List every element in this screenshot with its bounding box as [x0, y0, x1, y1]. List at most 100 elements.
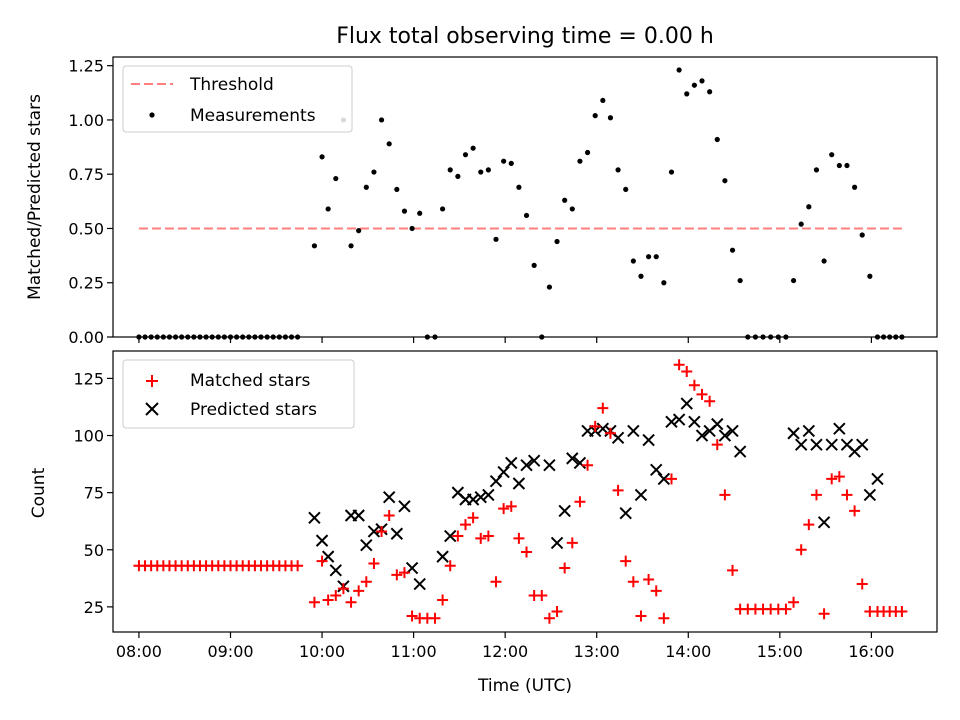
matched-star-marker: [406, 610, 418, 622]
measurement-point: [264, 334, 270, 340]
matched-star-marker: [665, 473, 677, 485]
legend-predicted-label: Predicted stars: [190, 400, 317, 420]
measurement-point: [874, 334, 881, 340]
predicted-star-marker: [512, 477, 526, 490]
measurement-point: [252, 334, 258, 340]
measurement-point: [668, 169, 675, 175]
matched-star-marker: [582, 459, 594, 471]
matched-star-marker: [330, 589, 342, 601]
measurement-point: [707, 89, 713, 95]
matched-star-marker: [635, 610, 647, 622]
matched-star-marker: [505, 500, 517, 512]
measurement-point: [887, 334, 893, 340]
matched-star-marker: [444, 560, 456, 572]
y-tick-label: 125: [73, 369, 104, 388]
measurement-point: [783, 334, 789, 340]
matched-star-marker: [704, 395, 716, 407]
measurement-point: [501, 158, 507, 164]
matched-star-marker: [696, 388, 708, 400]
measurement-point: [691, 82, 697, 88]
predicted-star-marker: [650, 463, 663, 477]
measurement-point: [197, 334, 203, 340]
x-tick-label: 14:00: [665, 642, 711, 661]
matched-star-marker: [513, 532, 525, 544]
measurement-point: [282, 334, 289, 340]
measurement-point: [227, 334, 234, 340]
measurement-point: [539, 334, 545, 340]
measurement-point: [893, 334, 899, 340]
measurement-point: [508, 160, 514, 166]
matched-star-marker: [536, 589, 548, 601]
measurement-point: [584, 149, 591, 156]
x-tick-label: 11:00: [391, 642, 437, 661]
legend-measurements-label: Measurements: [190, 106, 316, 126]
x-tick-label: 09:00: [207, 642, 253, 661]
matched-star-marker: [826, 473, 838, 485]
measurement-point: [478, 169, 484, 175]
matched-star-marker: [896, 605, 908, 617]
predicted-star-marker: [398, 500, 411, 513]
measurement-point: [447, 167, 453, 173]
matched-star-marker: [498, 503, 510, 515]
predicted-star-marker: [695, 429, 709, 442]
matched-star-marker: [849, 505, 861, 517]
predicted-star-marker: [680, 397, 693, 410]
measurement-point: [215, 334, 221, 340]
bottom-panel-counts: 25 50 75 100 125 08:00 09:00 10:00 11:00 12:00 13:…: [73, 350, 938, 661]
predicted-star-marker: [863, 488, 877, 502]
predicted-star-marker: [413, 577, 426, 591]
measurement-point: [592, 113, 598, 119]
matched-star-marker: [841, 489, 853, 501]
measurement-point: [470, 145, 476, 151]
matched-star-marker: [780, 603, 792, 615]
measurement-point: [638, 273, 644, 279]
measurement-point: [531, 262, 537, 268]
matched-star-marker: [566, 537, 578, 549]
matched-star-marker: [620, 555, 632, 567]
measurement-point: [745, 334, 751, 340]
measurement-point: [714, 136, 720, 143]
matched-star-marker: [818, 608, 830, 620]
y-tick-label: 0.25: [68, 274, 104, 293]
legend-matched-label: Matched stars: [190, 371, 310, 391]
predicted-star-marker: [390, 527, 404, 540]
measurement-point: [630, 258, 636, 264]
matched-star-marker: [398, 567, 410, 579]
measurement-point: [859, 232, 865, 238]
predicted-star-marker: [329, 564, 342, 577]
measurement-point: [179, 334, 185, 340]
predicted-star-marker: [657, 472, 671, 486]
matched-star-marker: [589, 420, 601, 432]
measurement-point: [485, 167, 491, 173]
predicted-star-marker: [871, 472, 884, 486]
measurement-point: [378, 117, 385, 123]
matched-star-marker: [650, 585, 662, 597]
legend-measurements-swatch: [149, 112, 155, 118]
y-tick-label: 100: [73, 427, 104, 446]
y-tick-label: 0.75: [68, 165, 104, 184]
matched-star-marker: [467, 512, 479, 524]
x-tick-label: 08:00: [116, 642, 162, 661]
predicted-star-marker: [787, 427, 800, 440]
measurement-point: [546, 284, 553, 290]
matched-star-marker: [688, 379, 700, 391]
measurement-point: [221, 334, 227, 340]
legend-matched-swatch: [146, 375, 158, 387]
measurement-point: [798, 221, 804, 227]
predicted-star-marker: [382, 491, 396, 504]
matched-star-marker: [627, 576, 639, 588]
x-tick-label: 13:00: [574, 642, 620, 661]
matched-star-marker: [391, 569, 403, 581]
measurement-point: [417, 210, 423, 216]
matched-star-marker: [795, 544, 807, 556]
predicted-star-marker: [474, 491, 487, 504]
matched-star-marker: [711, 439, 723, 451]
x-tick-label: 15:00: [757, 642, 803, 661]
predicted-star-marker: [672, 413, 686, 426]
legend-box: [122, 359, 355, 429]
y-tick-label: 1.00: [68, 111, 104, 130]
measurement-point: [867, 273, 873, 279]
predicted-star-marker: [627, 424, 640, 438]
measurement-point: [348, 243, 354, 249]
axes-frame: [112, 350, 938, 633]
